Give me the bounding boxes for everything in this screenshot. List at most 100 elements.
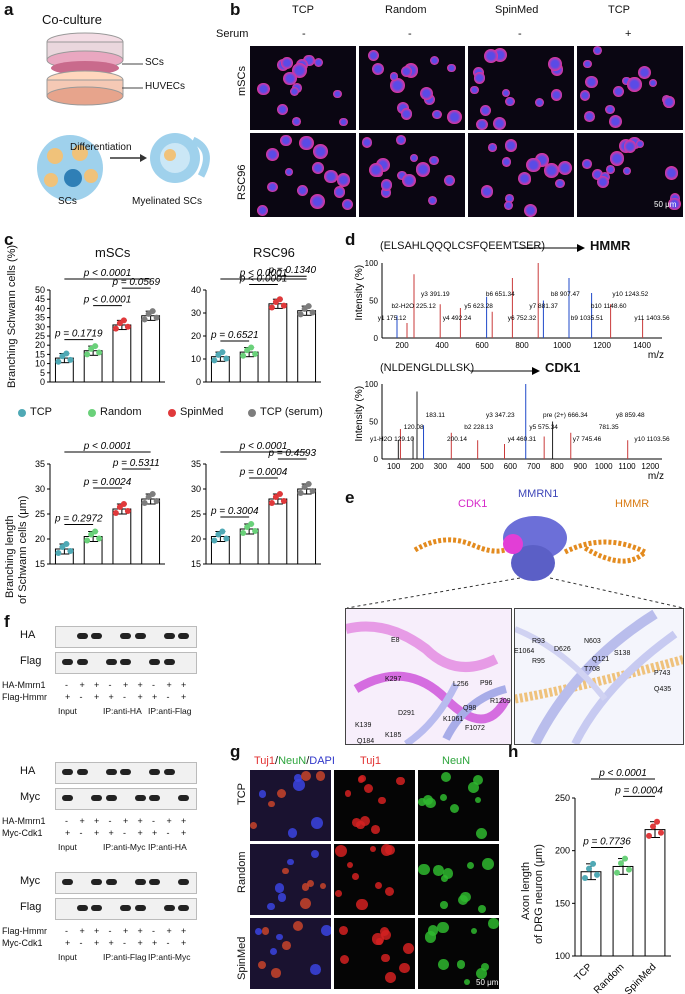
neuron-cell: [347, 862, 354, 869]
p-value-label: p < 0.0001: [83, 295, 132, 306]
neuron-cell: [276, 788, 287, 799]
blot-band: [134, 795, 146, 801]
cell-nucleus: [266, 147, 279, 161]
blot-band: [91, 879, 102, 885]
residue-label: S138: [614, 650, 631, 657]
neuron-image: [250, 770, 331, 841]
residue-label: F1072: [465, 724, 485, 732]
construct-label: Myc-Cdk1: [2, 828, 43, 838]
neuron-cell: [321, 925, 331, 936]
b-serum-4: +: [625, 28, 632, 40]
neuron-cell: [307, 879, 315, 887]
c-title-mscs: mSCs: [95, 245, 131, 260]
spec-peak-label: b8 907.47: [551, 291, 580, 298]
data-point: [626, 866, 632, 873]
scs-label: SCs: [58, 196, 77, 207]
neuron-cell: [488, 918, 499, 929]
construct-sign: +: [65, 828, 71, 838]
construct-sign: -: [108, 680, 112, 690]
p-value-label: p = 0.2972: [54, 514, 103, 525]
data-point: [96, 349, 103, 356]
neuron-cell: [357, 776, 365, 783]
bar-tcp-serum-: [297, 310, 317, 383]
cell-nucleus: [479, 104, 492, 116]
cell-nucleus: [597, 176, 610, 189]
neuron-cell: [359, 815, 370, 826]
p-value-label: p = 0.0024: [83, 477, 132, 488]
blot-band: [62, 879, 73, 885]
neuron-cell: [480, 962, 490, 972]
data-point: [297, 490, 304, 496]
cell-nucleus: [400, 65, 412, 77]
coculture-illustration: [37, 32, 210, 201]
construct-sign: +: [137, 816, 143, 826]
cell-nucleus: [397, 170, 407, 181]
scs-layer-label: SCs: [145, 57, 164, 68]
spec-x-tick: 800: [550, 462, 564, 471]
g-merge-sep2: /: [306, 755, 310, 767]
data-point: [240, 352, 247, 359]
neuron-cell: [275, 933, 283, 941]
cell-nucleus: [361, 137, 372, 148]
blot-label: Flag: [20, 655, 42, 667]
bar-tcp-serum-: [297, 488, 317, 565]
neuron-cell: [269, 948, 277, 956]
spec-x-tick: 700: [527, 462, 541, 471]
spec-peak-label: y5 623.28: [464, 303, 493, 310]
data-point: [586, 865, 592, 872]
g-row-random: Random: [236, 851, 248, 893]
blot-label: HA: [20, 629, 36, 641]
p-value-label: p = 0.0004: [614, 785, 663, 796]
differentiation-label: Differentiation: [70, 142, 132, 153]
construct-label: HA-Mmrn1: [2, 680, 46, 690]
cell-nucleus: [474, 72, 486, 84]
cell-nucleus: [523, 204, 537, 217]
construct-sign: -: [79, 692, 83, 702]
data-point: [650, 823, 656, 830]
cell-nucleus: [310, 194, 326, 210]
cell-nucleus: [585, 75, 598, 89]
spec-x-tick: 400: [435, 341, 449, 350]
cell-nucleus: [381, 187, 392, 198]
cell-nucleus: [592, 46, 602, 56]
data-point: [614, 869, 620, 876]
data-point: [268, 500, 275, 506]
construct-sign: +: [166, 680, 172, 690]
cell-nucleus: [518, 172, 532, 186]
micrograph-rsc96-spinmed: [468, 133, 574, 217]
neuron-image: [334, 918, 415, 989]
data-point: [223, 535, 230, 542]
spec-x-tick: 1100: [618, 462, 636, 471]
neuron-cell: [422, 794, 434, 806]
residue-label: Q184: [357, 737, 375, 745]
neuron-cell: [277, 893, 287, 902]
blot-band: [62, 659, 73, 665]
c-legend: TCP Random SpinMed TCP (serum): [18, 406, 348, 420]
panel-label-h: h: [508, 742, 519, 761]
micrograph-mscs-spinmed: [468, 46, 574, 130]
spec-x-tick: 600: [504, 462, 518, 471]
data-point: [582, 875, 588, 882]
neuron-cell: [374, 881, 383, 890]
construct-sign: +: [137, 680, 143, 690]
neuron-cell: [258, 790, 267, 798]
spec-x-tick: 600: [475, 341, 489, 350]
neuron-image: [250, 844, 331, 915]
spec-peak-label: y1-H2O 129.10: [370, 436, 414, 443]
spec-peak-label: y5 575.34: [529, 424, 558, 431]
cell-nucleus: [469, 85, 479, 95]
construct-sign: -: [79, 938, 83, 948]
spec-x-tick: 400: [457, 462, 471, 471]
data-point: [67, 548, 74, 554]
e-label-cdk1: CDK1: [458, 498, 488, 510]
cell-nucleus: [415, 162, 431, 177]
cell-nucleus: [285, 167, 294, 176]
g-merge-neun: NeuN: [278, 755, 307, 767]
cell-nucleus: [605, 104, 615, 115]
cell-nucleus: [277, 103, 288, 115]
cell-nucleus: [487, 142, 497, 152]
cell-nucleus: [447, 109, 462, 125]
g-row-spinmed: SpinMed: [236, 936, 248, 980]
data-point: [112, 510, 119, 516]
construct-sign: +: [137, 692, 143, 702]
